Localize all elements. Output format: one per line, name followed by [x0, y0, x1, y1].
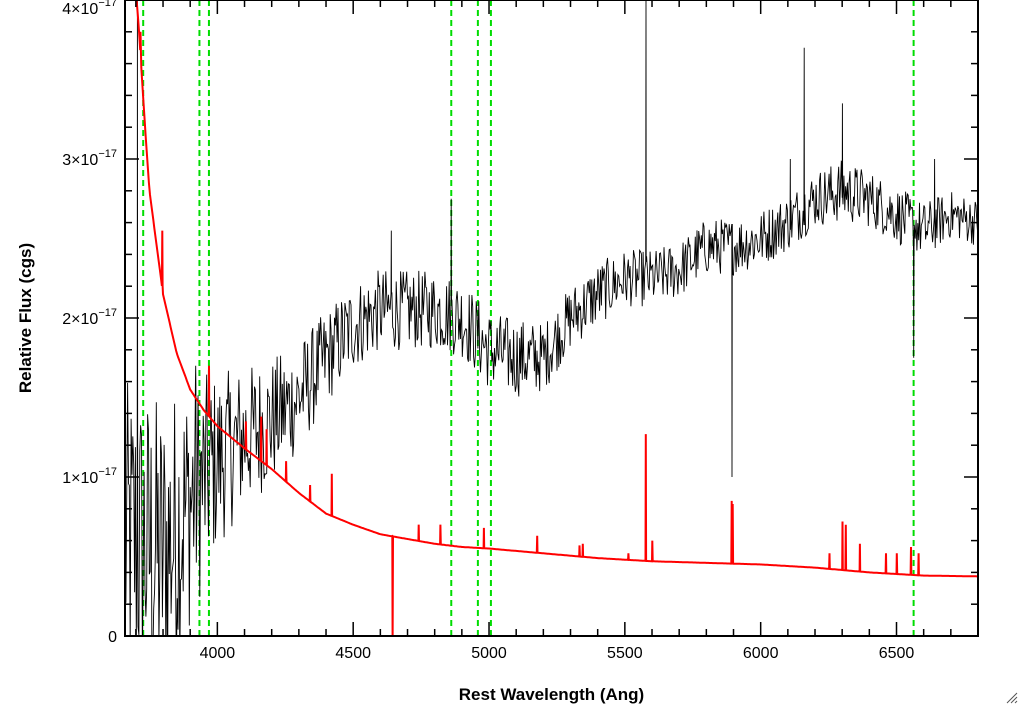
x-tick-label: 5500	[607, 645, 643, 662]
resize-grip-icon[interactable]	[1004, 690, 1018, 704]
y-tick-label: 0	[108, 629, 117, 646]
x-tick-label: 6500	[879, 645, 915, 662]
y-tick-exponent: −17	[98, 0, 117, 9]
x-tick-label: 5000	[471, 645, 507, 662]
emission-line-markers	[142, 0, 915, 636]
x-tick-label: 4000	[200, 645, 236, 662]
y-tick-label: 4×10−17	[62, 0, 117, 18]
y-tick-label: 1×10−17	[62, 466, 117, 487]
y-tick-labels: 01×10−172×10−173×10−174×10−17	[62, 0, 117, 646]
y-tick-mantissa: 3×10	[62, 152, 98, 169]
x-axis-title: Rest Wavelength (Ang)	[459, 685, 644, 704]
y-axis-title: Relative Flux (cgs)	[16, 243, 35, 393]
y-tick-label: 3×10−17	[62, 148, 117, 169]
x-tick-label: 4500	[335, 645, 371, 662]
spectrum-series	[125, 0, 978, 636]
y-tick-mantissa: 0	[108, 629, 117, 646]
y-tick-mantissa: 2×10	[62, 311, 98, 328]
y-tick-exponent: −17	[98, 148, 117, 160]
y-tick-label: 2×10−17	[62, 307, 117, 328]
model-spectrum-line	[135, 0, 978, 636]
y-tick-exponent: −17	[98, 307, 117, 319]
y-tick-mantissa: 4×10	[62, 1, 98, 18]
plot-frame	[124, 0, 979, 637]
x-tick-labels: 4000 4500 5000 5500 6000 6500	[200, 645, 915, 662]
y-tick-mantissa: 1×10	[62, 470, 98, 487]
y-tick-exponent: −17	[98, 466, 117, 478]
axis-ticks	[125, 0, 979, 637]
x-tick-label: 6000	[743, 645, 779, 662]
